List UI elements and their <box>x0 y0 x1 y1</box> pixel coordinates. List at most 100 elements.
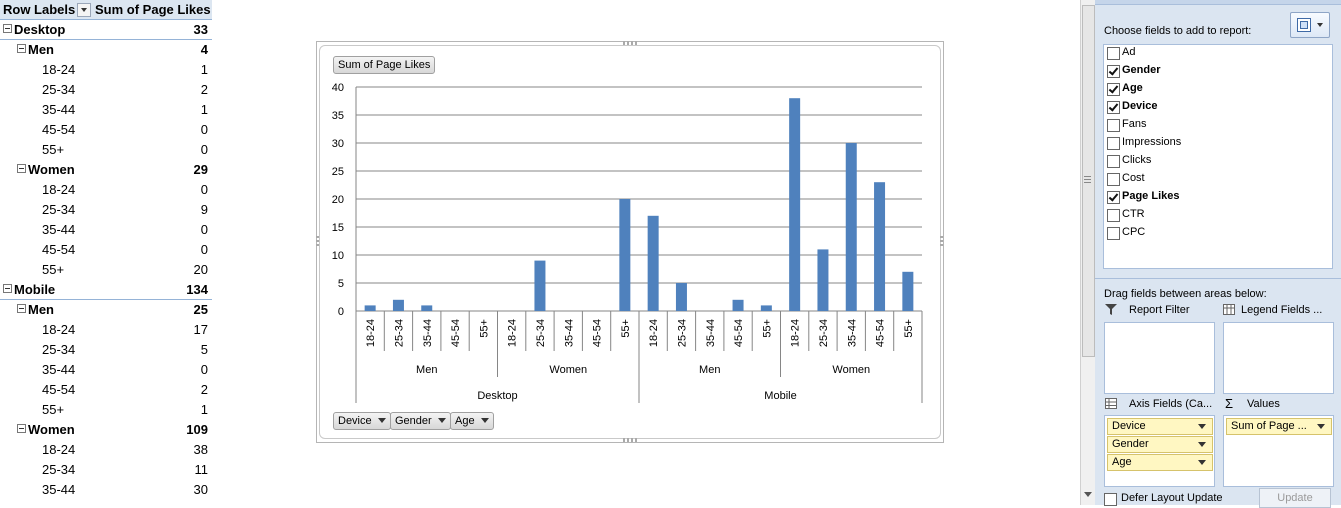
pivot-age-row[interactable]: 25-34 5 <box>0 340 212 360</box>
field-list-layout-button[interactable] <box>1290 12 1330 38</box>
pivot-age-row[interactable]: 55+ 0 <box>0 140 212 160</box>
axis-fields-area[interactable]: Device Gender Age <box>1104 415 1215 487</box>
vertical-scrollbar[interactable] <box>1080 0 1095 505</box>
pivot-age-row[interactable]: 35-44 1 <box>0 100 212 120</box>
field-name: CPC <box>1122 226 1146 238</box>
x-category-label: 35-44 <box>563 319 575 347</box>
x-category-label: 35-44 <box>705 319 717 347</box>
pivot-age-row[interactable]: 25-34 2 <box>0 80 212 100</box>
pivot-age-row[interactable]: 25-34 9 <box>0 200 212 220</box>
x-category-label: 55+ <box>620 319 632 338</box>
bar <box>874 182 886 311</box>
value-field-button[interactable]: Sum of Page Likes <box>333 56 436 74</box>
x-category-label: 25-34 <box>818 319 830 347</box>
pill-label: Gender <box>1112 438 1149 450</box>
pivot-age-row[interactable]: 45-54 2 <box>0 380 212 400</box>
bar <box>675 283 687 311</box>
pivot-row-text: Women <box>28 422 75 437</box>
value-field-pill[interactable]: Sum of Page ... <box>1226 418 1332 435</box>
x-category-label: 18-24 <box>507 319 519 347</box>
pivot-age-row[interactable]: 35-44 30 <box>0 480 212 500</box>
pivot-row-label: 25-34 <box>42 202 75 217</box>
pivot-row-label: 25-34 <box>42 82 75 97</box>
row-labels-filter-dropdown-icon[interactable] <box>77 3 91 17</box>
axis-field-button-age[interactable]: Age <box>450 412 494 430</box>
pivot-row-value: 11 <box>194 462 209 477</box>
device-group-label: Mobile <box>764 390 796 402</box>
pivot-row-text: Mobile <box>14 282 56 297</box>
scroll-down-arrow-icon[interactable] <box>1084 492 1092 497</box>
pivot-age-row[interactable]: 35-44 0 <box>0 360 212 380</box>
collapse-icon[interactable] <box>17 304 26 313</box>
pivot-age-row[interactable]: 18-24 0 <box>0 180 212 200</box>
field-name: Age <box>1122 82 1143 94</box>
bar <box>789 98 801 311</box>
pivot-age-row[interactable]: 55+ 20 <box>0 260 212 280</box>
axis-field-button-gender[interactable]: Gender <box>390 412 451 430</box>
resize-handle-left[interactable] <box>316 236 319 248</box>
pivot-age-row[interactable]: 18-24 1 <box>0 60 212 80</box>
update-button[interactable]: Update <box>1259 488 1331 508</box>
pivot-device-row[interactable]: Mobile 134 <box>0 280 212 300</box>
y-tick-label: 40 <box>332 82 344 94</box>
pivot-age-row[interactable]: 25-34 11 <box>0 460 212 480</box>
pivot-row-label: 25-34 <box>42 342 75 357</box>
axis-field-pill[interactable]: Age <box>1107 454 1213 471</box>
chevron-down-icon[interactable] <box>1317 424 1325 429</box>
collapse-icon[interactable] <box>17 424 26 433</box>
report-filter-label: Report Filter <box>1129 304 1190 316</box>
chevron-down-icon[interactable] <box>1198 424 1206 429</box>
field-checkbox[interactable] <box>1107 191 1120 204</box>
device-group-label: Desktop <box>477 390 517 402</box>
field-list-divider[interactable] <box>1095 278 1341 279</box>
defer-layout-checkbox[interactable] <box>1104 493 1117 506</box>
collapse-icon[interactable] <box>17 44 26 53</box>
pivot-age-row[interactable]: 35-44 0 <box>0 220 212 240</box>
resize-handle-bottom[interactable] <box>623 438 637 442</box>
pivot-row-value: 109 <box>186 422 208 437</box>
pivot-row-value: 0 <box>200 222 208 237</box>
pivot-gender-row[interactable]: Women 29 <box>0 160 212 180</box>
pivot-age-row[interactable]: 45-54 0 <box>0 120 212 140</box>
axis-field-button-device[interactable]: Device <box>333 412 391 430</box>
resize-handle-top[interactable] <box>623 41 637 45</box>
field-checkbox[interactable] <box>1107 155 1120 168</box>
axis-field-pill[interactable]: Gender <box>1107 436 1213 453</box>
pivot-gender-row[interactable]: Men 4 <box>0 40 212 60</box>
choose-fields-label: Choose fields to add to report: <box>1104 25 1252 37</box>
pivot-age-row[interactable]: 18-24 17 <box>0 320 212 340</box>
report-filter-area[interactable] <box>1104 322 1215 394</box>
pivot-row-text: 45-54 <box>42 122 76 137</box>
pivot-device-row[interactable]: Desktop 33 <box>0 20 212 40</box>
field-checkbox[interactable] <box>1107 209 1120 222</box>
field-checkbox[interactable] <box>1107 65 1120 78</box>
field-name: Fans <box>1122 118 1147 130</box>
pivot-age-row[interactable]: 18-24 38 <box>0 440 212 460</box>
field-checkbox[interactable] <box>1107 173 1120 186</box>
collapse-icon[interactable] <box>17 164 26 173</box>
pivot-age-row[interactable]: 55+ 1 <box>0 400 212 420</box>
y-tick-label: 0 <box>338 306 344 318</box>
values-area[interactable]: Sum of Page ... <box>1223 415 1334 487</box>
resize-handle-right[interactable] <box>940 236 943 248</box>
drag-fields-label: Drag fields between areas below: <box>1104 288 1267 300</box>
pivot-gender-row[interactable]: Men 25 <box>0 300 212 320</box>
field-checkbox[interactable] <box>1107 83 1120 96</box>
bar-chart: 0 5 10 15 20 25 30 35 40 18-24 25-34 35-44 45-54 55+ 1… <box>332 82 923 403</box>
pivot-row-value: 1 <box>200 62 208 77</box>
field-checkbox[interactable] <box>1107 119 1120 132</box>
field-checkbox[interactable] <box>1107 137 1120 150</box>
legend-fields-area[interactable] <box>1223 322 1334 394</box>
field-checkbox[interactable] <box>1107 227 1120 240</box>
chevron-down-icon[interactable] <box>1198 460 1206 465</box>
collapse-icon[interactable] <box>3 24 12 33</box>
pivot-gender-row[interactable]: Women 109 <box>0 420 212 440</box>
pivot-age-row[interactable]: 45-54 0 <box>0 240 212 260</box>
field-checkbox[interactable] <box>1107 47 1120 60</box>
field-checkbox[interactable] <box>1107 101 1120 114</box>
x-category-label: 35-44 <box>422 319 434 347</box>
chevron-down-icon[interactable] <box>1198 442 1206 447</box>
collapse-icon[interactable] <box>3 284 12 293</box>
pivot-row-label: 55+ <box>42 142 64 157</box>
axis-field-pill[interactable]: Device <box>1107 418 1213 435</box>
